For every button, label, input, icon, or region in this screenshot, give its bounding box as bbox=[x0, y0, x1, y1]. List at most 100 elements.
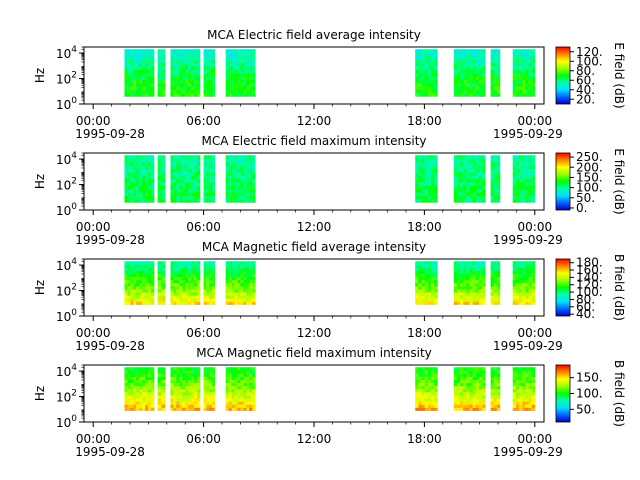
heatmap-cell bbox=[194, 276, 198, 281]
heatmap-cell bbox=[240, 192, 244, 196]
heatmap-cell bbox=[173, 175, 177, 180]
heatmap-cell bbox=[170, 270, 174, 274]
heatmap-cell bbox=[157, 155, 162, 159]
heatmap-cell bbox=[130, 79, 134, 84]
heatmap-cell bbox=[430, 59, 435, 64]
heatmap-cell bbox=[525, 292, 529, 296]
heatmap-cell bbox=[185, 373, 189, 377]
heatmap-cell bbox=[415, 270, 419, 274]
heatmap-cell bbox=[456, 79, 461, 84]
heatmap-cell bbox=[460, 398, 464, 402]
heatmap-cell bbox=[252, 198, 256, 203]
heatmap-cell bbox=[252, 398, 256, 402]
heatmap-cell bbox=[466, 382, 470, 387]
heatmap-cell bbox=[472, 388, 477, 393]
heatmap-cell bbox=[456, 76, 461, 80]
heatmap-cell bbox=[148, 49, 152, 53]
heatmap-cell bbox=[182, 52, 186, 57]
heatmap-cell bbox=[240, 270, 244, 274]
heatmap-cell bbox=[157, 92, 162, 97]
heatmap-cell bbox=[463, 376, 467, 380]
heatmap-cell bbox=[434, 382, 438, 387]
heatmap-cell bbox=[237, 367, 241, 371]
x-tick-label: 00:00 bbox=[518, 326, 553, 340]
heatmap-cell bbox=[150, 195, 155, 200]
heatmap-cell bbox=[490, 86, 495, 90]
heatmap-cell bbox=[478, 276, 483, 281]
heatmap-cell bbox=[421, 285, 426, 290]
heatmap-cell bbox=[460, 89, 464, 94]
heatmap-cell bbox=[466, 292, 470, 296]
heatmap-cell bbox=[496, 178, 501, 183]
heatmap-cell bbox=[496, 385, 501, 390]
heatmap-cell bbox=[211, 62, 216, 67]
heatmap-cell bbox=[157, 279, 162, 284]
heatmap-cell bbox=[194, 382, 198, 387]
heatmap-cell bbox=[475, 391, 480, 396]
heatmap-cell bbox=[512, 165, 517, 170]
heatmap-cell bbox=[456, 276, 461, 281]
heatmap-cell bbox=[496, 395, 501, 399]
heatmap-cell bbox=[173, 404, 177, 408]
heatmap-cell bbox=[243, 161, 247, 166]
heatmap-cell bbox=[145, 273, 149, 278]
heatmap-cell bbox=[424, 398, 429, 402]
heatmap-cell bbox=[211, 261, 216, 265]
heatmap-cell bbox=[528, 279, 533, 284]
heatmap-cell bbox=[531, 86, 536, 90]
heatmap-cell bbox=[463, 370, 467, 374]
heatmap-cell bbox=[496, 198, 501, 203]
heatmap-cell bbox=[472, 267, 477, 271]
heatmap-cell bbox=[209, 188, 213, 193]
heatmap-cell bbox=[124, 395, 128, 399]
heatmap-cell bbox=[194, 295, 198, 299]
heatmap-cell bbox=[463, 59, 467, 64]
heatmap-cell bbox=[427, 401, 432, 405]
heatmap-cell bbox=[481, 79, 486, 84]
heatmap-cell bbox=[481, 198, 486, 203]
heatmap-cell bbox=[481, 382, 486, 387]
heatmap-cell bbox=[148, 86, 152, 90]
heatmap-cell bbox=[206, 270, 210, 274]
heatmap-cell bbox=[421, 276, 426, 281]
heatmap-cell bbox=[463, 285, 467, 290]
heatmap-cell bbox=[243, 264, 247, 268]
heatmap-cell bbox=[515, 175, 520, 180]
heatmap-cell bbox=[211, 69, 216, 74]
heatmap-cell bbox=[496, 373, 501, 377]
heatmap-cell bbox=[157, 264, 162, 268]
heatmap-cell bbox=[194, 376, 198, 380]
heatmap-cell bbox=[130, 379, 134, 384]
heatmap-cell bbox=[522, 89, 526, 94]
heatmap-cell bbox=[150, 395, 155, 399]
heatmap-cell bbox=[469, 175, 474, 180]
heatmap-cell bbox=[481, 59, 486, 64]
heatmap-cell bbox=[191, 165, 195, 170]
heatmap-cell bbox=[466, 55, 470, 60]
heatmap-cell bbox=[130, 373, 134, 377]
heatmap-cell bbox=[211, 382, 216, 387]
heatmap-cell bbox=[142, 79, 146, 84]
heatmap-cell bbox=[434, 289, 438, 293]
heatmap-cell bbox=[469, 55, 474, 60]
heatmap-cell bbox=[150, 165, 155, 170]
heatmap-cell bbox=[528, 395, 533, 399]
heatmap-cell bbox=[246, 185, 250, 190]
heatmap-cell bbox=[490, 165, 495, 170]
heatmap-cell bbox=[515, 285, 520, 290]
heatmap-cell bbox=[531, 165, 536, 170]
heatmap-cell bbox=[519, 182, 523, 186]
heatmap-cell bbox=[456, 373, 461, 377]
heatmap-cell bbox=[136, 292, 140, 296]
heatmap-cell bbox=[519, 395, 523, 399]
heatmap-cell bbox=[249, 398, 253, 402]
heatmap-cell bbox=[434, 395, 438, 399]
heatmap-cell bbox=[240, 261, 244, 265]
heatmap-cell bbox=[228, 195, 232, 200]
heatmap-cell bbox=[243, 172, 247, 176]
heatmap-cell bbox=[179, 49, 183, 53]
heatmap-cell bbox=[150, 376, 155, 380]
heatmap-cell bbox=[234, 264, 238, 268]
heatmap-cell bbox=[142, 62, 146, 67]
heatmap-cell bbox=[173, 388, 177, 393]
